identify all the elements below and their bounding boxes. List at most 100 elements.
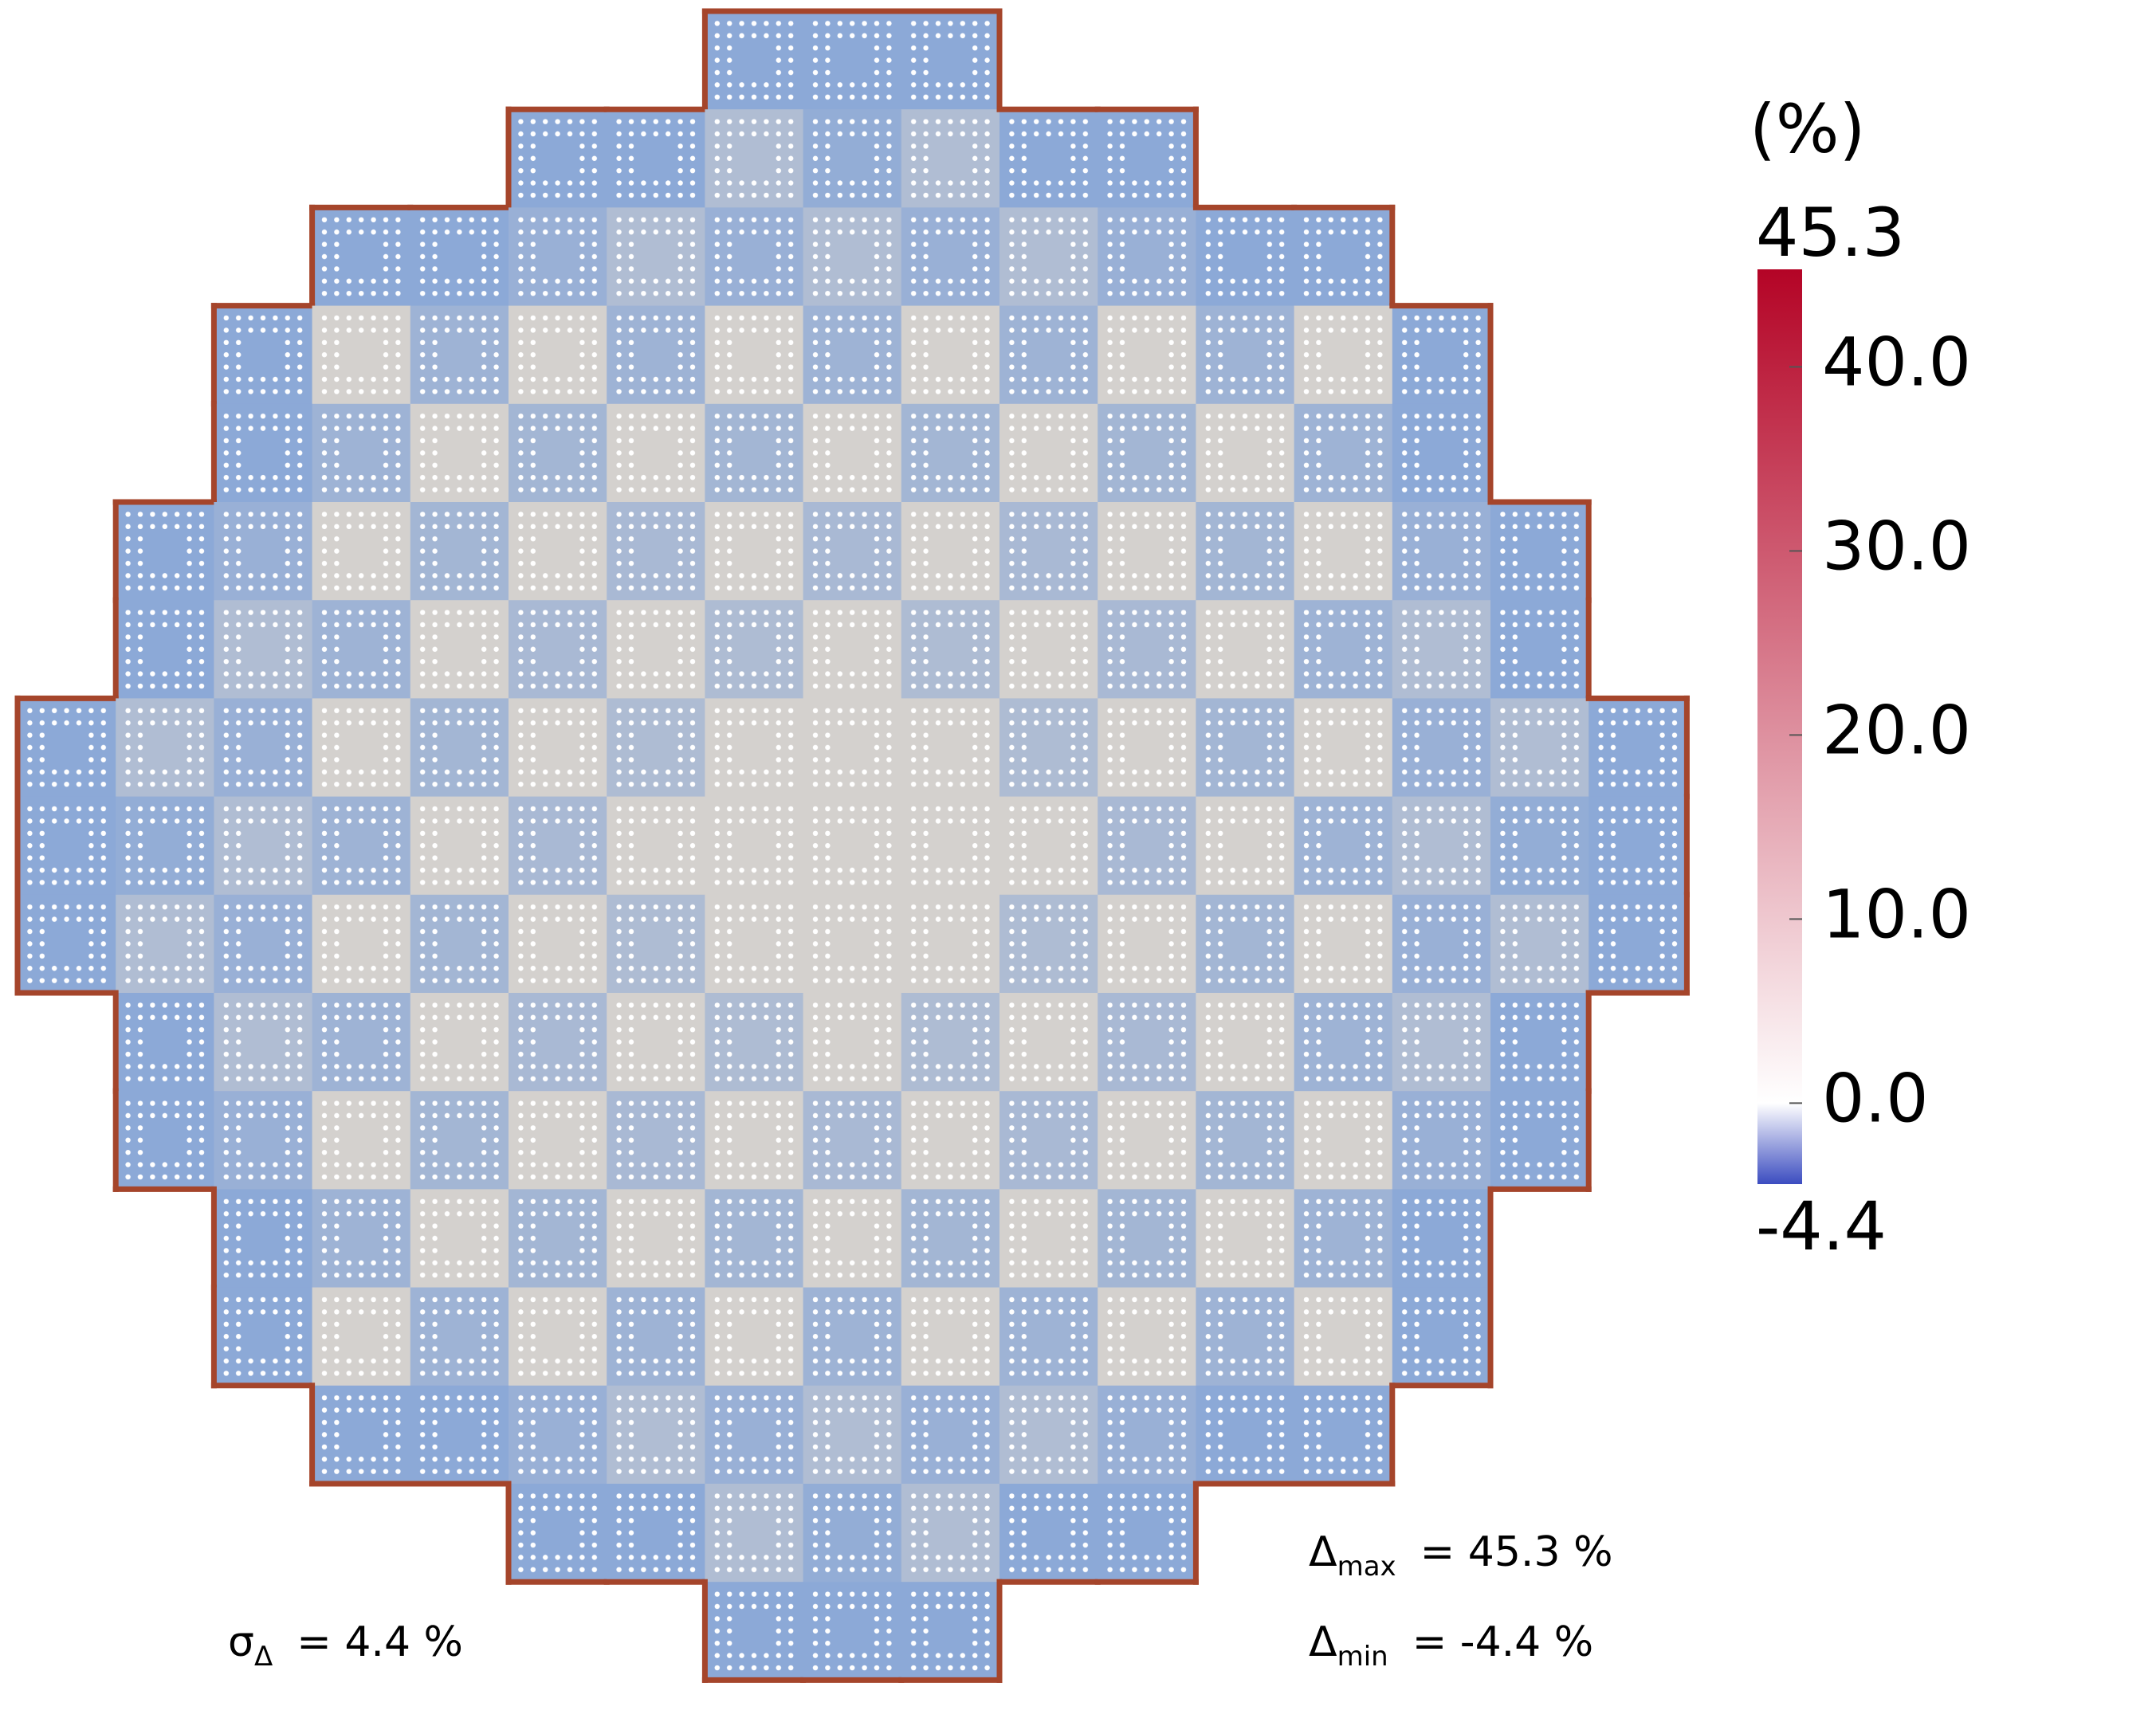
pins xyxy=(1392,502,1490,601)
pins xyxy=(1294,796,1392,895)
pins xyxy=(18,796,116,895)
pins xyxy=(214,698,312,797)
pins xyxy=(312,600,410,699)
colorbar-tick-label: 20.0 xyxy=(1822,691,1971,769)
pins xyxy=(1392,403,1490,502)
pins xyxy=(999,1189,1098,1288)
pins xyxy=(901,11,999,110)
pins xyxy=(1490,600,1589,699)
pins xyxy=(803,796,901,895)
pins xyxy=(1294,305,1392,404)
pins xyxy=(803,1287,901,1386)
pins xyxy=(312,1385,410,1484)
pins xyxy=(1098,1091,1196,1190)
pins xyxy=(410,698,509,797)
annotations: σΔ = 4.4 %Δmax = 45.3 %Δmin = -4.4 % xyxy=(228,1528,1612,1673)
pins xyxy=(312,305,410,404)
pins xyxy=(803,502,901,601)
annotation-subscript: Δ xyxy=(254,1641,273,1673)
pins xyxy=(607,207,705,306)
pins xyxy=(1196,1189,1294,1288)
pins xyxy=(1098,600,1196,699)
pins xyxy=(901,698,999,797)
colorbar-tick-label: 0.0 xyxy=(1822,1059,1929,1137)
colorbar-tick-label: 40.0 xyxy=(1822,323,1971,401)
pins xyxy=(705,1287,803,1386)
pins xyxy=(901,600,999,699)
pins xyxy=(705,109,803,208)
pins xyxy=(1294,1189,1392,1288)
pins xyxy=(901,1091,999,1190)
pins xyxy=(1098,403,1196,502)
pins xyxy=(410,1385,509,1484)
pins xyxy=(1294,207,1392,306)
pins xyxy=(901,1582,999,1681)
annotation-symbol: Δ xyxy=(1309,1528,1337,1576)
pins xyxy=(410,796,509,895)
pins xyxy=(1196,1385,1294,1484)
pins xyxy=(1392,993,1490,1092)
pins xyxy=(607,1189,705,1288)
pins xyxy=(214,403,312,502)
pins xyxy=(1490,993,1589,1092)
pins xyxy=(1392,796,1490,895)
pins xyxy=(705,403,803,502)
pins xyxy=(410,207,509,306)
pins xyxy=(509,600,607,699)
pins xyxy=(1294,600,1392,699)
pins xyxy=(214,502,312,601)
pins xyxy=(999,1287,1098,1386)
pins xyxy=(1589,894,1687,993)
pins xyxy=(705,894,803,993)
pins xyxy=(1490,1091,1589,1190)
pins xyxy=(1294,1385,1392,1484)
pins xyxy=(214,796,312,895)
pins xyxy=(607,1385,705,1484)
annotation-symbol: Δ xyxy=(1309,1618,1337,1666)
pins xyxy=(999,1385,1098,1484)
pins xyxy=(999,207,1098,306)
pins xyxy=(1196,305,1294,404)
pins xyxy=(1196,600,1294,699)
pins xyxy=(1294,502,1392,601)
pins xyxy=(214,1287,312,1386)
colorbar-title: (%) xyxy=(1750,90,1865,168)
pins xyxy=(509,1189,607,1288)
colorbar-tick-label: 30.0 xyxy=(1822,507,1971,585)
pins xyxy=(1098,796,1196,895)
pins xyxy=(410,600,509,699)
pins xyxy=(803,600,901,699)
pins xyxy=(803,993,901,1092)
pins xyxy=(312,1189,410,1288)
pins xyxy=(705,1385,803,1484)
pins xyxy=(705,993,803,1092)
pins xyxy=(509,1484,607,1583)
pins xyxy=(999,1484,1098,1583)
pins xyxy=(312,894,410,993)
pins xyxy=(999,403,1098,502)
pins xyxy=(901,1189,999,1288)
pins xyxy=(1490,796,1589,895)
pins xyxy=(1294,894,1392,993)
pins xyxy=(509,109,607,208)
pins xyxy=(312,1287,410,1386)
pins xyxy=(803,403,901,502)
pins xyxy=(607,1091,705,1190)
pins xyxy=(999,993,1098,1092)
pins xyxy=(312,993,410,1092)
colorbar: (%) 45.3 -4.4 0.0 10.0 20.0 30.0 40.0 xyxy=(1750,90,1971,1265)
pins xyxy=(901,796,999,895)
pins xyxy=(1392,305,1490,404)
pins xyxy=(607,600,705,699)
pins xyxy=(705,11,803,110)
pins xyxy=(607,403,705,502)
pins xyxy=(1098,109,1196,208)
pins xyxy=(1490,698,1589,797)
pins xyxy=(1098,502,1196,601)
pins xyxy=(410,305,509,404)
pins xyxy=(509,1287,607,1386)
pins xyxy=(214,894,312,993)
colorbar-scale xyxy=(1757,269,1802,1184)
pins xyxy=(1392,600,1490,699)
pins xyxy=(803,1189,901,1288)
